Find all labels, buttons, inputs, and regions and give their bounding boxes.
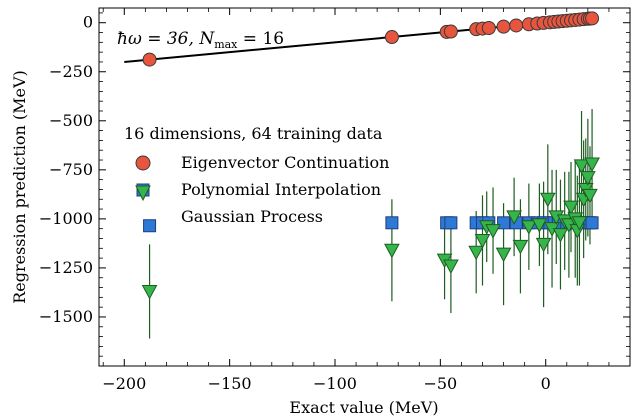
gaussian-process-point	[552, 228, 569, 243]
polynomial-interpolation-point	[497, 216, 511, 230]
annotation-n-subscript: max	[214, 38, 238, 51]
y-tick-label: −750	[49, 160, 93, 179]
gaussian-process-point	[573, 159, 590, 174]
legend-label-eigenvector-continuation: Eigenvector Continuation	[181, 153, 389, 172]
plot-frame	[98, 7, 631, 367]
gaussian-process-point	[563, 200, 579, 216]
y-tick-label: 0	[83, 13, 93, 32]
y-tick-label: −500	[49, 111, 93, 130]
gaussian-process-point	[384, 243, 400, 259]
gaussian-process-point	[584, 157, 600, 173]
gaussian-process-point	[512, 239, 529, 255]
legend-marker-eigenvector-continuation	[135, 155, 151, 171]
eigenvector-continuation-point	[481, 21, 496, 36]
legend: 16 dimensions, 64 training data Eigenvec…	[124, 124, 389, 226]
legend-label-gaussian-process: Gaussian Process	[181, 207, 323, 226]
eigenvector-continuation-point	[384, 30, 399, 45]
y-tick-label: −1000	[39, 209, 93, 228]
gaussian-process-point	[506, 210, 522, 225]
legend-title: 16 dimensions, 64 training data	[124, 124, 383, 143]
eigenvector-continuation-point	[585, 11, 600, 26]
polynomial-interpolation-point	[385, 216, 399, 230]
gaussian-process-point	[495, 247, 512, 263]
x-tick-label: −150	[208, 374, 252, 393]
polynomial-interpolation-point	[444, 216, 458, 230]
eigenvector-continuation-point	[509, 18, 524, 33]
x-tick-label: −50	[423, 374, 457, 393]
annotation: ħω = 36, Nmax = 16	[117, 29, 284, 51]
axes: −200 −150 −100 −50 00−250−500−750−1000−1250−…	[39, 8, 631, 393]
gaussian-process-point	[571, 216, 588, 231]
y-tick-label: −1500	[39, 307, 93, 326]
gaussian-process-point	[531, 218, 548, 233]
gaussian-process-point	[539, 192, 556, 208]
annotation-suffix: = 16	[237, 29, 284, 49]
gaussian-process-point	[468, 245, 485, 261]
gaussian-process-point	[474, 233, 491, 249]
gaussian-process-point	[582, 188, 598, 204]
annotation-n: N	[198, 29, 215, 49]
polynomial-interpolation-point	[585, 216, 599, 230]
eigenvector-continuation-point	[443, 24, 458, 39]
plot-marks	[124, 11, 600, 339]
annotation-prefix: ħω = 36,	[117, 29, 199, 49]
eigenvector-continuation-point	[496, 19, 511, 34]
legend-marker-gaussian-process	[135, 185, 151, 202]
polynomial-interpolation-point	[143, 219, 157, 233]
y-axis-label: Regression prediction (MeV)	[10, 70, 29, 304]
gaussian-process-point	[535, 237, 552, 253]
gaussian-process-point	[141, 284, 158, 300]
x-axis-label: Exact value (MeV)	[289, 398, 438, 417]
legend-label-polynomial-interpolation: Polynomial Interpolation	[181, 180, 381, 199]
x-tick-label: −100	[313, 374, 357, 393]
x-tick-label: 0	[541, 374, 551, 393]
y-tick-label: −1250	[39, 258, 93, 277]
eigenvector-continuation-point	[142, 52, 157, 67]
gaussian-process-point	[580, 171, 596, 186]
gaussian-process-point	[443, 259, 459, 275]
gaussian-process-point	[521, 220, 537, 235]
gaussian-process-point	[485, 224, 501, 239]
y-tick-label: −250	[49, 62, 93, 81]
x-tick-label: −200	[102, 374, 146, 393]
